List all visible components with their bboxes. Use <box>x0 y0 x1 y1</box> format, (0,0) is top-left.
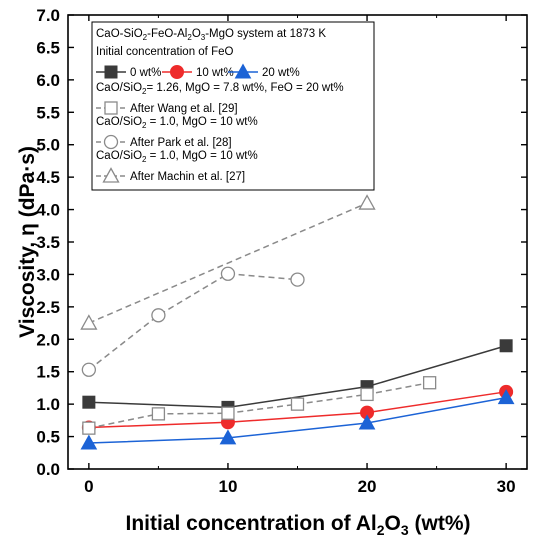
data-series <box>80 194 515 450</box>
data-point <box>422 376 437 390</box>
legend-box <box>91 21 375 191</box>
y-tick-label: 4.5 <box>36 168 60 187</box>
legend-marker <box>104 65 118 79</box>
series-5 <box>80 194 376 330</box>
data-point <box>151 407 166 421</box>
data-point <box>82 395 96 409</box>
series-2 <box>80 389 515 450</box>
series-line <box>88 202 368 324</box>
legend-condition-2: CaO/SiO2 = 1.0, MgO = 10 wt% <box>96 116 258 130</box>
legend: CaO-SiO2-FeO-Al2O3-MgO system at 1873 K … <box>91 21 375 191</box>
y-axis-label: Viscosity, η (dPa·s) <box>16 146 39 338</box>
x-tick-label: 30 <box>497 477 516 496</box>
legend-marker <box>170 65 184 79</box>
legend-title: CaO-SiO2-FeO-Al2O3-MgO system at 1873 K <box>96 28 326 42</box>
y-tick-label: 3.5 <box>36 233 60 252</box>
series-line <box>88 382 430 429</box>
data-point <box>220 266 236 281</box>
legend-row-park: After Park et al. [28] <box>96 134 232 150</box>
x-tick-label: 20 <box>358 477 377 496</box>
y-tick-label: 5.0 <box>36 136 60 155</box>
data-point <box>290 397 305 411</box>
data-point <box>497 389 515 405</box>
series-line <box>88 391 507 429</box>
legend-marker <box>102 167 120 183</box>
data-point <box>80 314 98 330</box>
x-axis-label: Initial concentration of Al2O3 (wt%) <box>126 512 471 538</box>
legend-label: 20 wt% <box>262 67 300 79</box>
data-point <box>221 406 235 420</box>
y-tick-label: 2.5 <box>36 298 60 317</box>
series-line <box>88 273 298 371</box>
y-tick-label: 0.5 <box>36 428 60 447</box>
series-line <box>88 345 507 409</box>
data-point <box>290 272 305 287</box>
legend-marker <box>103 134 119 150</box>
legend-row-wang: After Wang et al. [29] <box>96 101 238 115</box>
data-point <box>358 414 376 430</box>
y-tick-label: 3.0 <box>36 265 60 284</box>
legend-marker <box>234 63 252 79</box>
legend-label: 10 wt% <box>196 67 234 79</box>
y-tick-label: 6.5 <box>36 38 60 57</box>
data-point <box>358 194 376 210</box>
y-tick-label: 7.0 <box>36 6 60 25</box>
data-point <box>499 339 513 353</box>
legend-subtitle: Initial concentration of FeO <box>96 46 233 58</box>
legend-condition-3: CaO/SiO2 = 1.0, MgO = 10 wt% <box>96 150 258 164</box>
y-tick-label: 5.5 <box>36 103 60 122</box>
y-tick-label: 1.0 <box>36 395 60 414</box>
y-tick-label: 1.5 <box>36 363 60 382</box>
data-point <box>82 421 96 435</box>
data-point <box>151 308 166 323</box>
x-tick-label: 10 <box>218 477 237 496</box>
series-3 <box>82 376 437 435</box>
data-point <box>81 362 97 377</box>
y-tick-label: 6.0 <box>36 71 60 90</box>
axis-ticks: 0.0 0.5 1.0 1.5 2.0 2.5 3.0 3.5 4.0 4.5 5.0 5.5 6.0 6… <box>36 6 527 496</box>
data-point <box>219 429 237 445</box>
y-tick-label: 0.0 <box>36 460 60 479</box>
legend-label: 0 wt% <box>130 67 161 79</box>
y-tick-label: 2.0 <box>36 330 60 349</box>
legend-row-feo: 0 wt% 10 wt% 20 wt% <box>96 63 300 79</box>
legend-label: After Machin et al. [27] <box>130 171 245 183</box>
data-point <box>80 434 98 450</box>
x-tick-label: 0 <box>84 477 93 496</box>
legend-label: After Park et al. [28] <box>130 137 232 149</box>
data-point <box>360 387 374 402</box>
legend-marker <box>104 101 118 115</box>
legend-label: After Wang et al. [29] <box>130 103 238 115</box>
series-4 <box>81 266 305 377</box>
legend-row-machin: After Machin et al. [27] <box>96 167 245 183</box>
y-tick-label: 4.0 <box>36 201 60 220</box>
legend-condition-1: CaO/SiO2= 1.26, MgO = 7.8 wt%, FeO = 20 … <box>96 82 344 96</box>
series-line <box>88 396 507 444</box>
